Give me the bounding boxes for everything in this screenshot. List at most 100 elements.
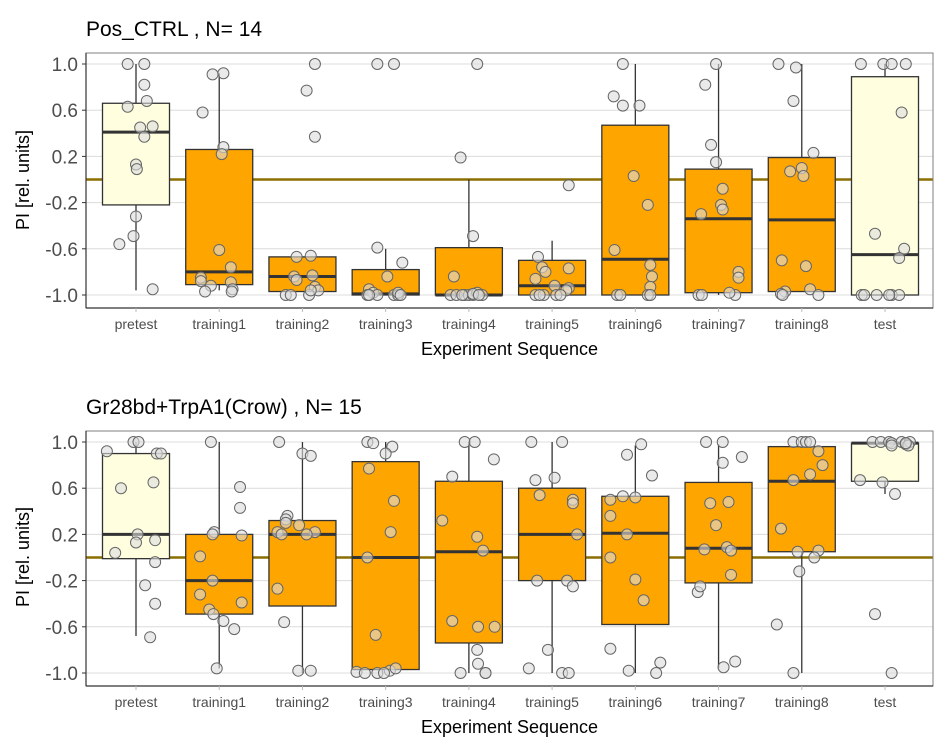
y-tick-label: -0.2	[45, 572, 78, 593]
data-point	[487, 453, 500, 466]
data-point	[804, 468, 817, 481]
x-tick-label: test	[874, 316, 897, 332]
data-point	[284, 289, 297, 301]
data-point	[548, 471, 561, 484]
data-point	[308, 58, 321, 70]
data-point	[121, 58, 134, 70]
data-point	[194, 588, 207, 601]
data-point	[854, 474, 867, 487]
data-point	[787, 667, 800, 679]
x-tick-label: training1	[192, 316, 246, 332]
data-point	[138, 130, 151, 143]
y-tick-label: -0.6	[45, 240, 78, 261]
data-point	[804, 436, 817, 448]
box-body	[850, 76, 920, 296]
data-point	[710, 519, 723, 532]
data-point	[562, 179, 575, 192]
data-point	[791, 545, 804, 558]
data-point	[109, 546, 122, 559]
data-point	[149, 597, 162, 610]
data-point	[378, 667, 391, 679]
data-point	[604, 509, 617, 522]
data-point	[206, 574, 219, 587]
x-tick-label: pretest	[115, 694, 158, 710]
data-point	[645, 270, 658, 283]
data-point	[885, 439, 898, 452]
data-point	[893, 289, 906, 301]
box-training4	[434, 442, 504, 673]
data-point	[895, 106, 908, 119]
data-point	[812, 289, 825, 301]
y-tick-label: 0.2	[52, 525, 78, 546]
data-point	[899, 58, 912, 70]
data-point	[723, 286, 736, 299]
data-point	[732, 271, 745, 284]
data-point	[614, 289, 627, 301]
data-point	[472, 289, 485, 301]
data-point	[210, 662, 223, 675]
box-body	[434, 246, 504, 296]
data-point	[710, 58, 723, 70]
data-point	[149, 534, 162, 547]
data-point	[775, 254, 788, 267]
data-point	[869, 227, 882, 240]
data-point	[207, 608, 220, 621]
data-point	[206, 68, 219, 81]
data-point	[146, 120, 159, 133]
box-body	[101, 102, 171, 206]
data-point	[616, 58, 629, 70]
data-point	[604, 551, 617, 564]
x-tick-label: pretest	[115, 316, 158, 332]
data-point	[304, 249, 317, 262]
x-tick-label: training6	[608, 694, 662, 710]
data-point	[637, 594, 650, 607]
data-point	[472, 657, 485, 670]
data-point	[885, 667, 898, 679]
data-point	[616, 99, 629, 112]
data-point	[704, 497, 717, 510]
data-point	[641, 198, 654, 211]
data-point	[876, 476, 889, 489]
x-tick-label: training4	[442, 316, 496, 332]
data-point	[367, 437, 380, 450]
y-tick-label: 0.6	[52, 479, 78, 500]
data-point	[787, 474, 800, 487]
data-point	[363, 289, 376, 301]
y-tick-label: 1.0	[52, 55, 78, 76]
data-point	[194, 275, 207, 288]
data-point	[369, 628, 382, 641]
data-point	[644, 289, 657, 301]
data-point	[436, 514, 449, 527]
data-point	[729, 655, 742, 668]
data-point	[458, 436, 471, 448]
data-point	[300, 528, 313, 541]
data-point	[735, 451, 748, 464]
data-point	[140, 94, 153, 107]
data-point	[121, 100, 134, 113]
data-point	[290, 250, 303, 263]
x-tick-label: training5	[525, 316, 579, 332]
data-point	[278, 616, 291, 629]
data-point	[883, 289, 896, 301]
data-point	[556, 436, 569, 448]
data-point	[271, 582, 284, 595]
data-point	[531, 574, 544, 587]
data-point	[627, 170, 640, 183]
data-point	[531, 250, 544, 263]
y-tick-label: 0.2	[52, 147, 78, 168]
x-tick-label: training8	[775, 694, 829, 710]
data-point	[146, 283, 159, 296]
box-body	[351, 460, 420, 671]
data-point	[812, 445, 825, 458]
data-point	[725, 544, 738, 557]
data-point	[885, 58, 898, 70]
x-tick-label: training6	[608, 316, 662, 332]
x-tick-label: training4	[442, 694, 496, 710]
data-point	[807, 146, 820, 159]
y-tick-label: -0.6	[45, 618, 78, 639]
data-point	[279, 516, 292, 529]
data-point	[870, 289, 883, 301]
data-point	[206, 528, 219, 541]
data-point	[699, 78, 712, 91]
